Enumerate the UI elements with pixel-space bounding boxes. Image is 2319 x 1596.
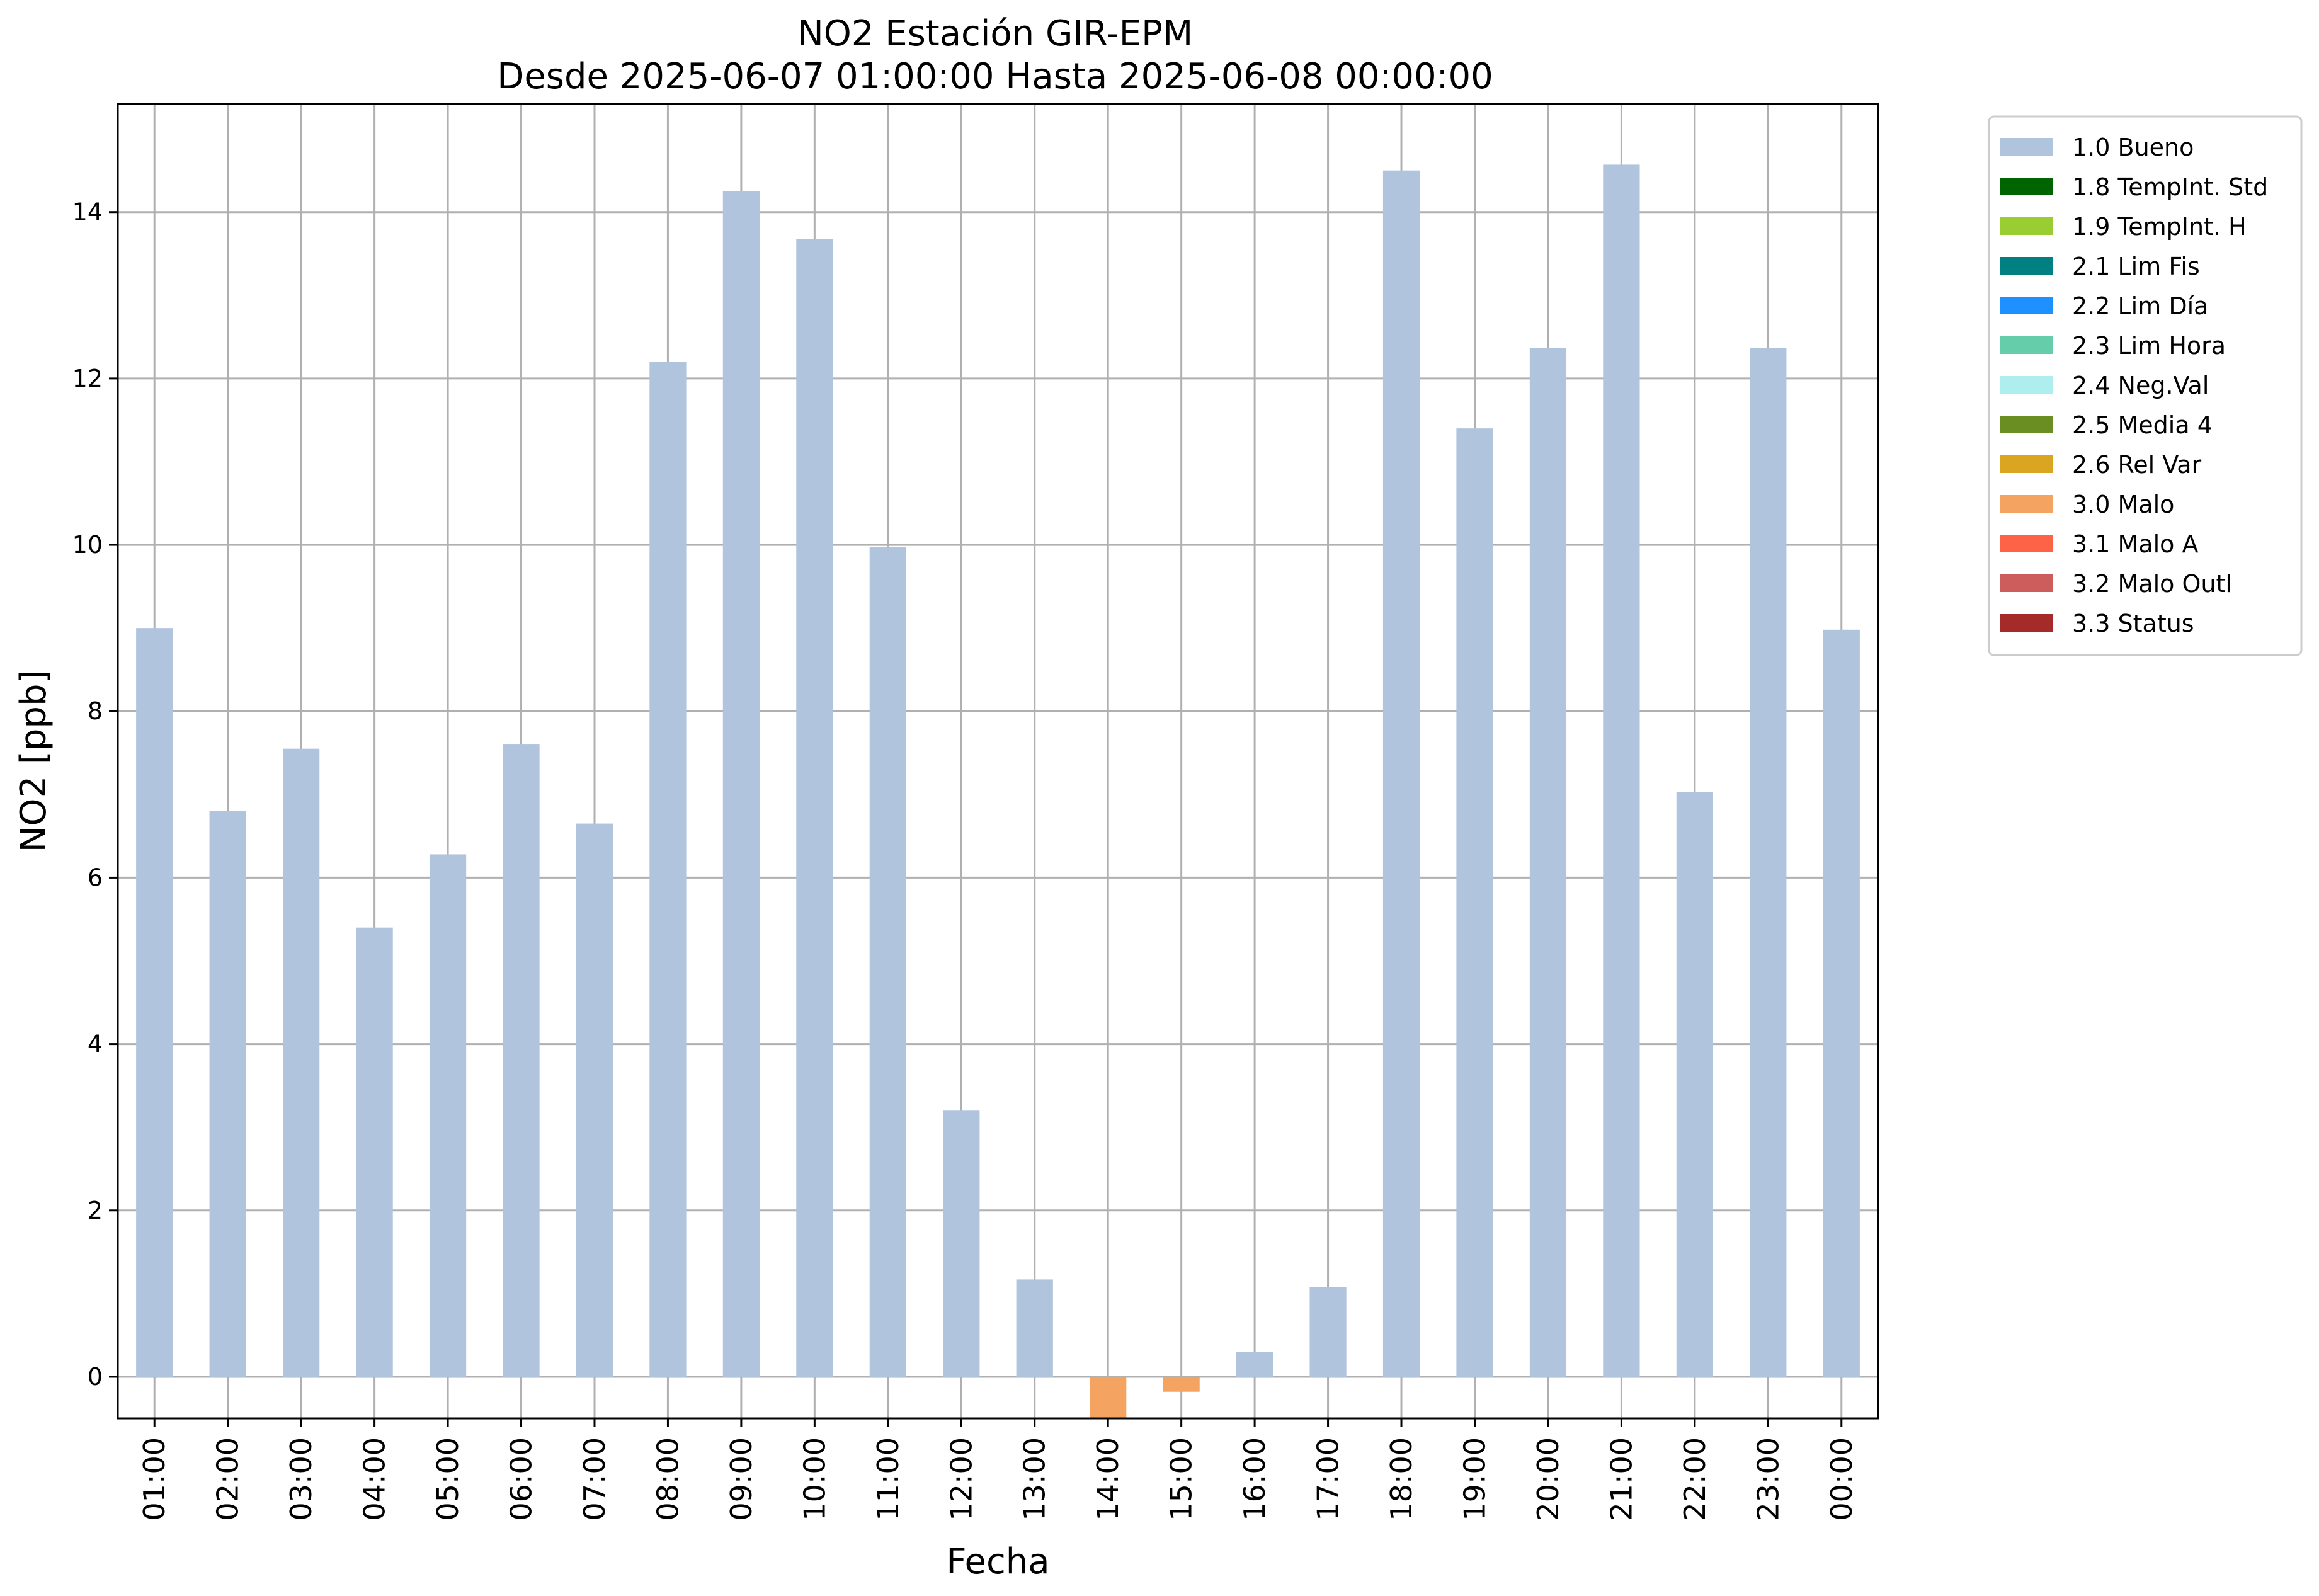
chart-title: NO2 Estación GIR-EPM	[797, 13, 1193, 54]
bar	[503, 744, 540, 1377]
y-tick-label: 8	[88, 697, 103, 725]
bar	[1163, 1376, 1200, 1392]
bar	[1823, 629, 1860, 1377]
bar	[869, 547, 906, 1377]
legend-entry: 2.6 Rel Var	[2072, 451, 2202, 479]
bar	[1676, 792, 1713, 1377]
legend-swatch	[2000, 574, 2053, 592]
x-axis-ticks: 01:00 02:00 03:00 04:00 05:00 06:00 07:00 08:00…	[137, 1418, 1859, 1521]
bar	[1456, 428, 1493, 1377]
legend-entry: 2.1 Lim Fis	[2072, 253, 2200, 280]
bar	[722, 191, 760, 1377]
bar	[1236, 1352, 1273, 1377]
legend-entry: 3.3 Status	[2072, 610, 2194, 637]
bar	[943, 1110, 980, 1377]
chart-subtitle: Desde 2025-06-07 01:00:00 Hasta 2025-06-…	[497, 56, 1493, 97]
y-tick-label: 14	[72, 198, 103, 226]
legend-entry: 1.0 Bueno	[2072, 134, 2194, 161]
bar	[1529, 348, 1567, 1377]
legend-entry: 2.2 Lim Día	[2072, 292, 2208, 320]
x-tick-label: 11:00	[871, 1437, 905, 1521]
bar	[1382, 170, 1420, 1377]
bar	[356, 927, 393, 1377]
bar	[429, 854, 467, 1377]
x-tick-label: 08:00	[651, 1437, 685, 1521]
legend-swatch	[2000, 376, 2053, 394]
y-tick-label: 2	[88, 1197, 103, 1224]
x-tick-label: 18:00	[1384, 1437, 1418, 1521]
bar	[1603, 164, 1640, 1377]
x-tick-label: 22:00	[1678, 1437, 1712, 1521]
bar	[1750, 348, 1787, 1377]
x-tick-label: 13:00	[1018, 1437, 1052, 1521]
bar	[649, 362, 687, 1377]
x-tick-label: 01:00	[137, 1437, 171, 1521]
legend-entry: 2.3 Lim Hora	[2072, 332, 2226, 360]
x-tick-label: 16:00	[1238, 1437, 1272, 1521]
bar	[576, 823, 613, 1377]
x-tick-label: 23:00	[1751, 1437, 1785, 1521]
bar	[1309, 1287, 1347, 1377]
y-axis-label: NO2 [ppb]	[13, 670, 54, 853]
x-tick-label: 03:00	[284, 1437, 318, 1521]
x-tick-label: 19:00	[1457, 1437, 1491, 1521]
x-tick-label: 14:00	[1091, 1437, 1125, 1521]
x-tick-label: 10:00	[797, 1437, 831, 1521]
x-tick-label: 09:00	[724, 1437, 758, 1521]
legend-swatch	[2000, 455, 2053, 473]
legend: 1.0 Bueno 1.8 TempInt. Std 1.9 TempInt. H 2…	[1988, 115, 2303, 656]
legend-entry: 3.1 Malo A	[2072, 530, 2198, 558]
y-tick-label: 12	[72, 365, 103, 392]
legend-swatch	[2000, 495, 2053, 513]
legend-swatch	[2000, 535, 2053, 552]
x-tick-label: 04:00	[358, 1437, 392, 1521]
bar	[1090, 1376, 1127, 1418]
legend-swatch	[2000, 297, 2053, 314]
legend-entry: 3.2 Malo Outl	[2072, 570, 2232, 598]
legend-entry: 1.9 TempInt. H	[2072, 213, 2247, 241]
bar	[1016, 1279, 1053, 1377]
x-tick-label: 15:00	[1165, 1437, 1199, 1521]
legend-swatch	[2000, 336, 2053, 354]
plot-frame	[117, 103, 1879, 1420]
x-tick-label: 20:00	[1531, 1437, 1565, 1521]
x-axis-label: Fecha	[946, 1541, 1049, 1582]
y-tick-label: 0	[88, 1363, 103, 1391]
x-tick-label: 06:00	[504, 1437, 538, 1521]
x-tick-label: 12:00	[944, 1437, 978, 1521]
x-tick-label: 21:00	[1604, 1437, 1638, 1521]
legend-swatch	[2000, 416, 2053, 433]
legend-swatch	[2000, 217, 2053, 235]
legend-swatch	[2000, 178, 2053, 195]
legend-entry: 2.4 Neg.Val	[2072, 372, 2209, 399]
legend-entry: 3.0 Malo	[2072, 491, 2174, 518]
y-tick-label: 4	[88, 1030, 103, 1058]
legend-entry: 1.8 TempInt. Std	[2072, 173, 2268, 201]
x-tick-label: 07:00	[578, 1437, 612, 1521]
legend-swatch	[2000, 614, 2053, 632]
y-tick-label: 6	[88, 864, 103, 891]
legend-frame	[1988, 115, 2303, 656]
x-tick-label: 00:00	[1825, 1437, 1859, 1521]
legend-entry: 2.5 Media 4	[2072, 411, 2213, 439]
x-tick-label: 05:00	[431, 1437, 465, 1521]
y-axis-ticks: 0 2 4 6 8 10 12 14	[72, 198, 118, 1391]
bar	[283, 748, 320, 1377]
y-tick-label: 10	[72, 531, 103, 559]
bar	[796, 238, 833, 1377]
x-tick-label: 17:00	[1311, 1437, 1345, 1521]
bar	[209, 811, 246, 1377]
bars	[136, 164, 1860, 1418]
bar	[136, 628, 173, 1377]
legend-swatch	[2000, 257, 2053, 275]
x-tick-label: 02:00	[211, 1437, 245, 1521]
legend-swatch	[2000, 138, 2053, 156]
